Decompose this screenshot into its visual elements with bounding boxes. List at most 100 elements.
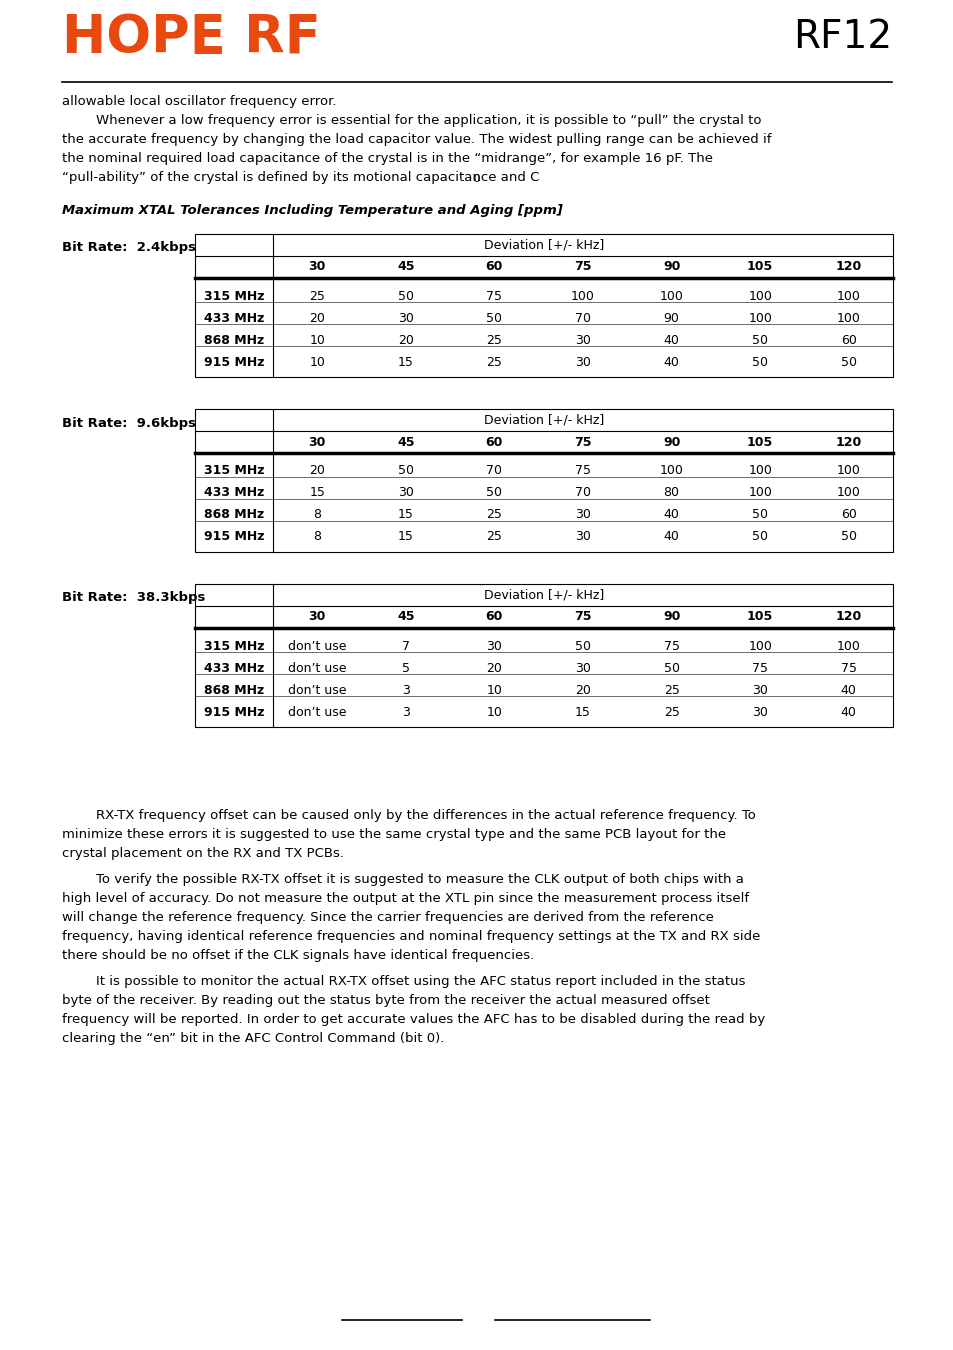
Text: 100: 100 (747, 312, 771, 324)
Text: Deviation [+/- kHz]: Deviation [+/- kHz] (483, 239, 603, 251)
Text: 75: 75 (574, 436, 591, 448)
Text: 315 MHz: 315 MHz (204, 289, 264, 302)
Text: 90: 90 (662, 436, 679, 448)
Text: 100: 100 (836, 486, 860, 500)
Text: To verify the possible RX-TX offset it is suggested to measure the CLK output of: To verify the possible RX-TX offset it i… (62, 873, 743, 886)
Text: 868 MHz: 868 MHz (204, 683, 264, 697)
Text: 30: 30 (575, 531, 590, 544)
Text: 40: 40 (840, 683, 856, 697)
Text: 915 MHz: 915 MHz (204, 355, 264, 369)
Text: “pull-ability” of the crystal is defined by its motional capacitance and C: “pull-ability” of the crystal is defined… (62, 171, 538, 184)
Text: 50: 50 (663, 662, 679, 675)
Text: 8: 8 (313, 509, 321, 521)
Text: 30: 30 (575, 509, 590, 521)
Text: 75: 75 (486, 289, 502, 302)
Text: It is possible to monitor the actual RX-TX offset using the AFC status report in: It is possible to monitor the actual RX-… (62, 975, 744, 988)
Text: 50: 50 (751, 333, 767, 347)
Text: 868 MHz: 868 MHz (204, 509, 264, 521)
Text: 50: 50 (486, 486, 502, 500)
Text: 30: 30 (751, 706, 767, 718)
Text: 25: 25 (486, 355, 502, 369)
Text: don’t use: don’t use (288, 640, 346, 652)
Text: 50: 50 (486, 312, 502, 324)
Text: high level of accuracy. Do not measure the output at the XTL pin since the measu: high level of accuracy. Do not measure t… (62, 892, 748, 904)
Text: 100: 100 (659, 289, 682, 302)
Bar (194, 409, 892, 552)
Text: 10: 10 (486, 706, 502, 718)
Text: 30: 30 (308, 610, 326, 624)
Text: 15: 15 (397, 509, 414, 521)
Bar (194, 234, 892, 377)
Text: 868 MHz: 868 MHz (204, 333, 264, 347)
Text: 45: 45 (396, 261, 415, 274)
Text: 30: 30 (751, 683, 767, 697)
Text: 40: 40 (663, 355, 679, 369)
Text: there should be no offset if the CLK signals have identical frequencies.: there should be no offset if the CLK sig… (62, 949, 534, 963)
Text: 70: 70 (486, 464, 502, 478)
Text: 40: 40 (840, 706, 856, 718)
Text: 75: 75 (574, 610, 591, 624)
Text: 3: 3 (401, 683, 410, 697)
Text: 25: 25 (309, 289, 325, 302)
Text: byte of the receiver. By reading out the status byte from the receiver the actua: byte of the receiver. By reading out the… (62, 994, 709, 1007)
Text: 30: 30 (397, 312, 414, 324)
Text: 60: 60 (485, 261, 502, 274)
Text: 45: 45 (396, 610, 415, 624)
Text: 25: 25 (486, 531, 502, 544)
Text: 80: 80 (663, 486, 679, 500)
Text: 45: 45 (396, 436, 415, 448)
Text: 25: 25 (663, 706, 679, 718)
Text: 100: 100 (747, 486, 771, 500)
Text: crystal placement on the RX and TX PCBs.: crystal placement on the RX and TX PCBs. (62, 846, 344, 860)
Text: 20: 20 (486, 662, 502, 675)
Text: 433 MHz: 433 MHz (204, 486, 264, 500)
Text: 30: 30 (486, 640, 502, 652)
Text: 30: 30 (397, 486, 414, 500)
Text: don’t use: don’t use (288, 683, 346, 697)
Text: 100: 100 (747, 640, 771, 652)
Text: 20: 20 (397, 333, 414, 347)
Bar (194, 585, 892, 728)
Text: 75: 75 (840, 662, 856, 675)
Text: 100: 100 (836, 640, 860, 652)
Text: 90: 90 (663, 312, 679, 324)
Text: Bit Rate:  38.3kbps: Bit Rate: 38.3kbps (62, 591, 205, 605)
Text: will change the reference frequency. Since the carrier frequencies are derived f: will change the reference frequency. Sin… (62, 911, 713, 923)
Text: 75: 75 (574, 261, 591, 274)
Text: 50: 50 (397, 289, 414, 302)
Text: 70: 70 (575, 486, 590, 500)
Text: 75: 75 (575, 464, 590, 478)
Text: Deviation [+/- kHz]: Deviation [+/- kHz] (483, 589, 603, 602)
Text: minimize these errors it is suggested to use the same crystal type and the same : minimize these errors it is suggested to… (62, 828, 725, 841)
Text: don’t use: don’t use (288, 662, 346, 675)
Text: 50: 50 (840, 531, 856, 544)
Text: RF12: RF12 (792, 18, 891, 55)
Text: 100: 100 (836, 289, 860, 302)
Text: 315 MHz: 315 MHz (204, 640, 264, 652)
Text: 60: 60 (485, 610, 502, 624)
Text: frequency, having identical reference frequencies and nominal frequency settings: frequency, having identical reference fr… (62, 930, 760, 944)
Text: 90: 90 (662, 610, 679, 624)
Text: 25: 25 (486, 333, 502, 347)
Text: don’t use: don’t use (288, 706, 346, 718)
Text: Maximum XTAL Tolerances Including Temperature and Aging [ppm]: Maximum XTAL Tolerances Including Temper… (62, 204, 562, 217)
Text: 915 MHz: 915 MHz (204, 706, 264, 718)
Text: 3: 3 (401, 706, 410, 718)
Text: 5: 5 (401, 662, 410, 675)
Text: 105: 105 (746, 610, 773, 624)
Text: 60: 60 (840, 333, 856, 347)
Text: clearing the “en” bit in the AFC Control Command (bit 0).: clearing the “en” bit in the AFC Control… (62, 1031, 444, 1045)
Text: 15: 15 (397, 355, 414, 369)
Text: 50: 50 (397, 464, 414, 478)
Text: 75: 75 (751, 662, 767, 675)
Text: Bit Rate:  9.6kbps: Bit Rate: 9.6kbps (62, 417, 195, 429)
Text: the nominal required load capacitance of the crystal is in the “midrange”, for e: the nominal required load capacitance of… (62, 153, 712, 165)
Text: 50: 50 (751, 355, 767, 369)
Text: HOPE RF: HOPE RF (62, 12, 320, 63)
Text: .: . (476, 171, 480, 184)
Text: 100: 100 (836, 312, 860, 324)
Text: 40: 40 (663, 531, 679, 544)
Text: 100: 100 (747, 464, 771, 478)
Text: 15: 15 (397, 531, 414, 544)
Text: 50: 50 (840, 355, 856, 369)
